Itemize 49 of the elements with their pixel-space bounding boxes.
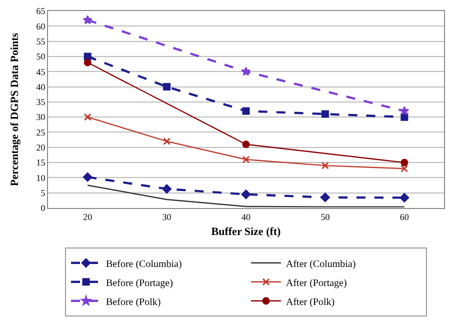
y-axis-title: Percentage of DGPS Data Points xyxy=(8,32,21,186)
point xyxy=(242,156,250,164)
legend-label: Before (Portage) xyxy=(106,278,173,289)
point xyxy=(163,83,171,91)
point xyxy=(241,190,251,200)
legend-label: After (Portage) xyxy=(286,278,347,289)
point xyxy=(321,110,329,118)
y-tick-label: 60 xyxy=(36,21,46,32)
point xyxy=(82,15,92,24)
y-tick-label: 30 xyxy=(36,112,46,122)
point xyxy=(400,193,410,202)
y-tick-label: 0 xyxy=(40,203,46,214)
point xyxy=(242,107,250,115)
legend-label: Before (Polk) xyxy=(106,296,161,308)
x-tick-label: 20 xyxy=(83,212,93,222)
y-tick-label: 55 xyxy=(36,36,46,46)
point xyxy=(400,164,408,172)
line-series xyxy=(87,184,405,208)
x-tick-label: 40 xyxy=(242,212,251,222)
point xyxy=(84,58,92,66)
x-tick-label: 30 xyxy=(162,212,172,222)
y-tick-label: 5 xyxy=(40,188,46,198)
y-tick-label: 35 xyxy=(36,97,46,108)
point xyxy=(321,162,329,170)
point xyxy=(162,184,172,194)
legend-label: After (Polk) xyxy=(286,296,335,308)
legend-label: After (Columbia) xyxy=(286,258,356,270)
point xyxy=(400,113,408,121)
point xyxy=(82,172,92,182)
y-tick-label: 65 xyxy=(36,6,46,16)
y-tick-label: 15 xyxy=(36,158,46,168)
y-tick-label: 45 xyxy=(36,66,46,77)
point xyxy=(320,192,330,202)
point xyxy=(84,113,92,121)
point xyxy=(241,66,251,76)
point xyxy=(242,140,250,148)
x-axis-title: Buffer Size (ft) xyxy=(211,226,282,238)
point xyxy=(163,138,171,146)
point xyxy=(84,52,92,60)
x-tick-label: 60 xyxy=(400,212,410,222)
y-tick-label: 50 xyxy=(36,52,46,62)
legend-label: Before (Columbia) xyxy=(106,258,182,270)
y-tick-label: 25 xyxy=(36,127,46,138)
point xyxy=(400,106,410,116)
point xyxy=(400,158,408,166)
x-tick-label: 50 xyxy=(320,212,330,222)
y-tick-label: 40 xyxy=(36,82,46,92)
y-tick-label: 10 xyxy=(36,172,46,183)
y-tick-label: 20 xyxy=(36,142,46,153)
